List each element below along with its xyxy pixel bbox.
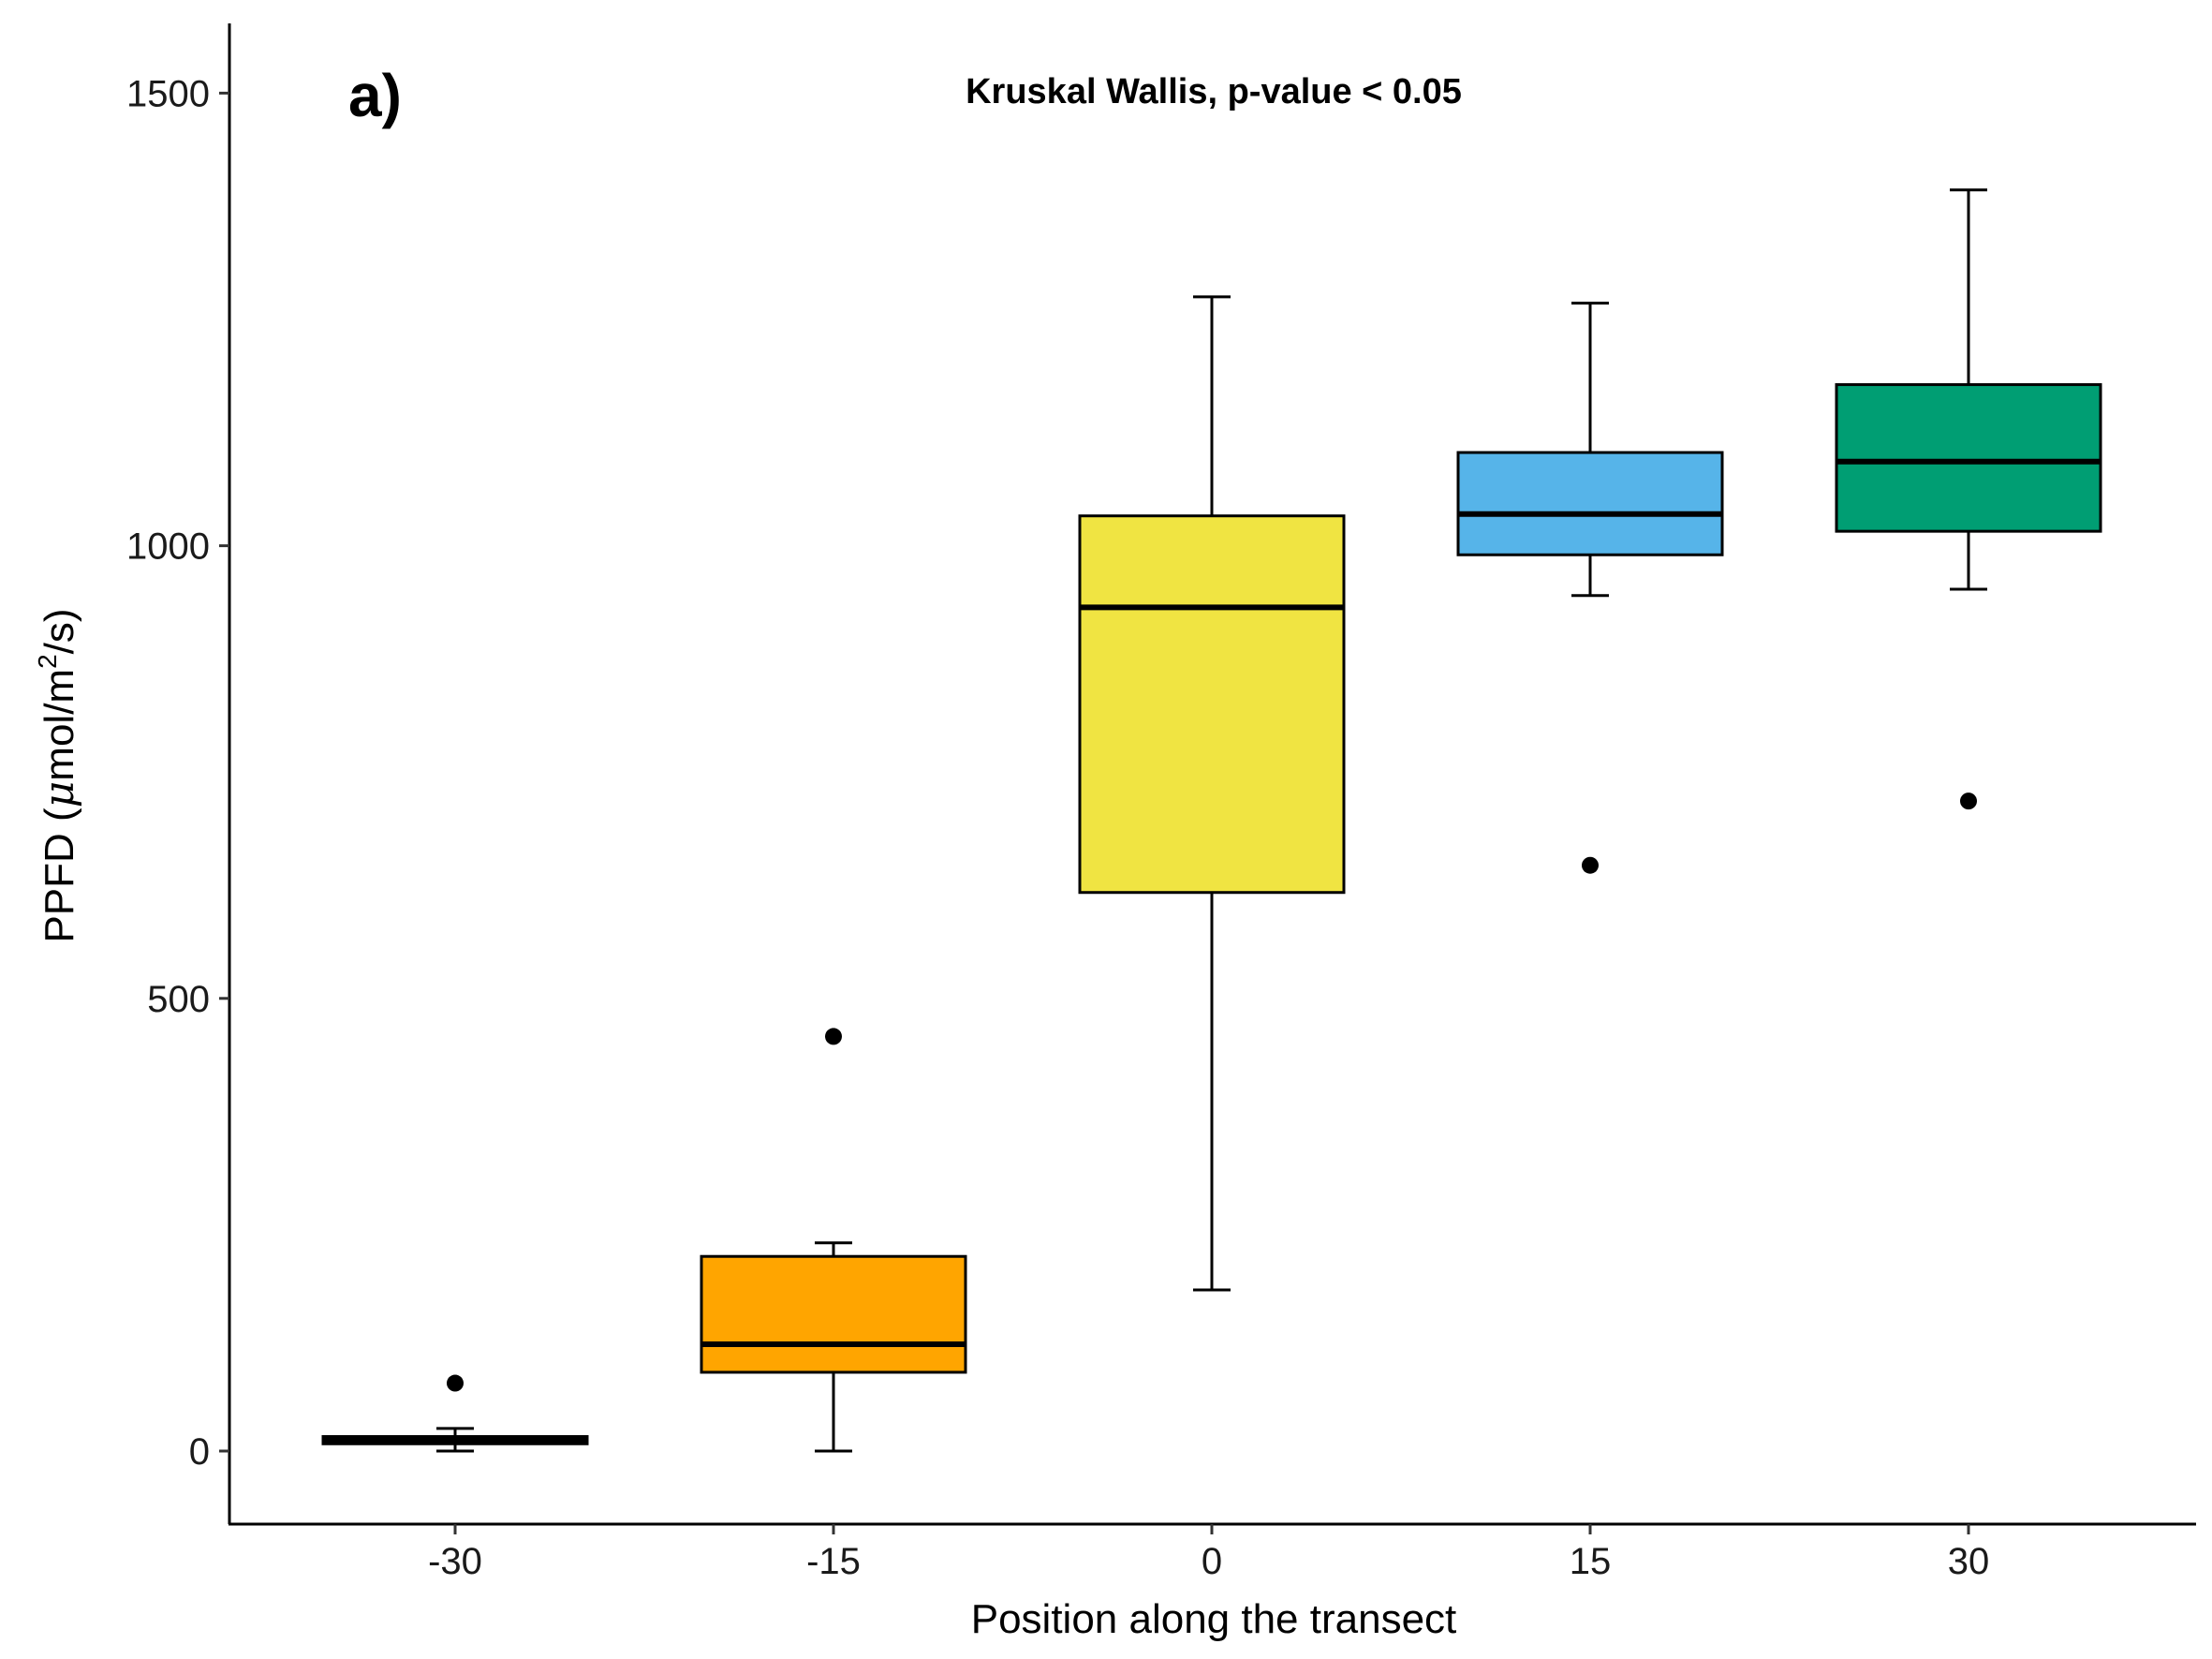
- y-axis-title-suffix: /s): [37, 608, 82, 654]
- x-ticks: -30 -15 0 15 30: [428, 1524, 1989, 1582]
- box-iqr: [1835, 383, 2102, 533]
- x-tick-label: 0: [1202, 1541, 1222, 1582]
- box-group: [1078, 295, 1346, 1292]
- x-tick-label: 15: [1570, 1541, 1612, 1582]
- box-iqr: [700, 1254, 967, 1374]
- x-axis-title: Position along the transect: [971, 1596, 1457, 1642]
- y-axis-title-superscript: 2: [33, 654, 62, 669]
- box-group: [1835, 188, 2102, 810]
- outlier-point: [1582, 856, 1599, 874]
- outlier-point: [447, 1374, 464, 1392]
- outlier-point: [1960, 792, 1977, 810]
- y-axis-title-mu: μ: [36, 781, 83, 808]
- box-group: [700, 1028, 967, 1453]
- y-tick-label: 0: [189, 1431, 210, 1473]
- x-tick-label: -30: [428, 1541, 482, 1582]
- y-tick-label: 500: [147, 979, 210, 1020]
- box-group: [1456, 302, 1724, 874]
- y-tick-label: 1500: [126, 73, 210, 114]
- y-axis-title-unit: mol/m: [37, 669, 82, 781]
- panel-label: a): [348, 62, 402, 129]
- y-tick-label: 1000: [126, 526, 210, 568]
- box-iqr: [1078, 514, 1346, 895]
- x-tick-label: 30: [1948, 1541, 1990, 1582]
- outlier-point: [825, 1028, 842, 1045]
- y-ticks: 0 500 1000 1500: [126, 73, 229, 1473]
- box-group: [321, 1374, 589, 1453]
- statistical-test-annotation: Kruskal Wallis, p-value < 0.05: [966, 72, 1462, 111]
- y-axis-title-prefix: PPFD (: [37, 807, 82, 943]
- y-axis-title: PPFD (μmol/m2/s): [33, 608, 83, 942]
- x-tick-label: -15: [806, 1541, 861, 1582]
- box-iqr: [1456, 451, 1724, 556]
- boxes-layer: [321, 188, 2102, 1453]
